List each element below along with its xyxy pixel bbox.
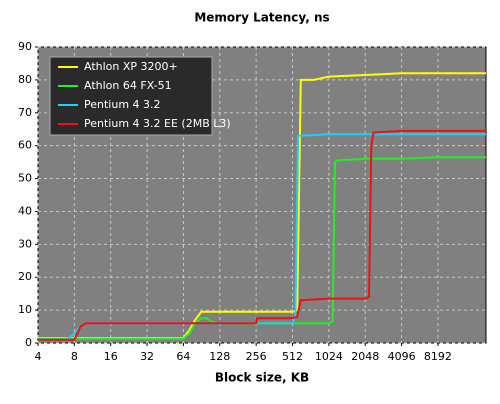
x-tick-label: 128 [209, 350, 230, 363]
y-tick-label: 20 [18, 270, 32, 283]
x-tick-label: 512 [282, 350, 303, 363]
x-axis-label: Block size, KB [215, 371, 309, 385]
series-line [38, 129, 486, 341]
x-tick-label: 8192 [424, 350, 452, 363]
x-tick-label: 32 [140, 350, 154, 363]
y-tick-label: 30 [18, 237, 32, 250]
chart-title: Memory Latency, ns [194, 11, 329, 25]
y-tick-label: 80 [18, 73, 32, 86]
legend-label: Pentium 4 3.2 EE (2MB L3) [84, 117, 231, 130]
y-tick-label: 70 [18, 106, 32, 119]
x-tick-label: 4 [35, 350, 42, 363]
y-tick-label: 0 [25, 336, 32, 349]
legend-label: Athlon 64 FX-51 [84, 79, 172, 92]
y-tick-label: 50 [18, 172, 32, 185]
y-tick-label: 10 [18, 303, 32, 316]
x-tick-label: 2048 [351, 350, 379, 363]
x-tick-label: 1024 [315, 350, 343, 363]
x-tick-label: 256 [246, 350, 267, 363]
legend-box [49, 56, 213, 136]
x-tick-label: 64 [176, 350, 190, 363]
legend-label: Athlon XP 3200+ [84, 60, 178, 73]
y-tick-label: 40 [18, 204, 32, 217]
y-tick-label: 60 [18, 139, 32, 152]
x-tick-label: 4096 [388, 350, 416, 363]
x-tick-label: 8 [71, 350, 78, 363]
y-tick-label: 90 [18, 40, 32, 53]
x-tick-label: 16 [104, 350, 118, 363]
legend-label: Pentium 4 3.2 [84, 98, 161, 111]
